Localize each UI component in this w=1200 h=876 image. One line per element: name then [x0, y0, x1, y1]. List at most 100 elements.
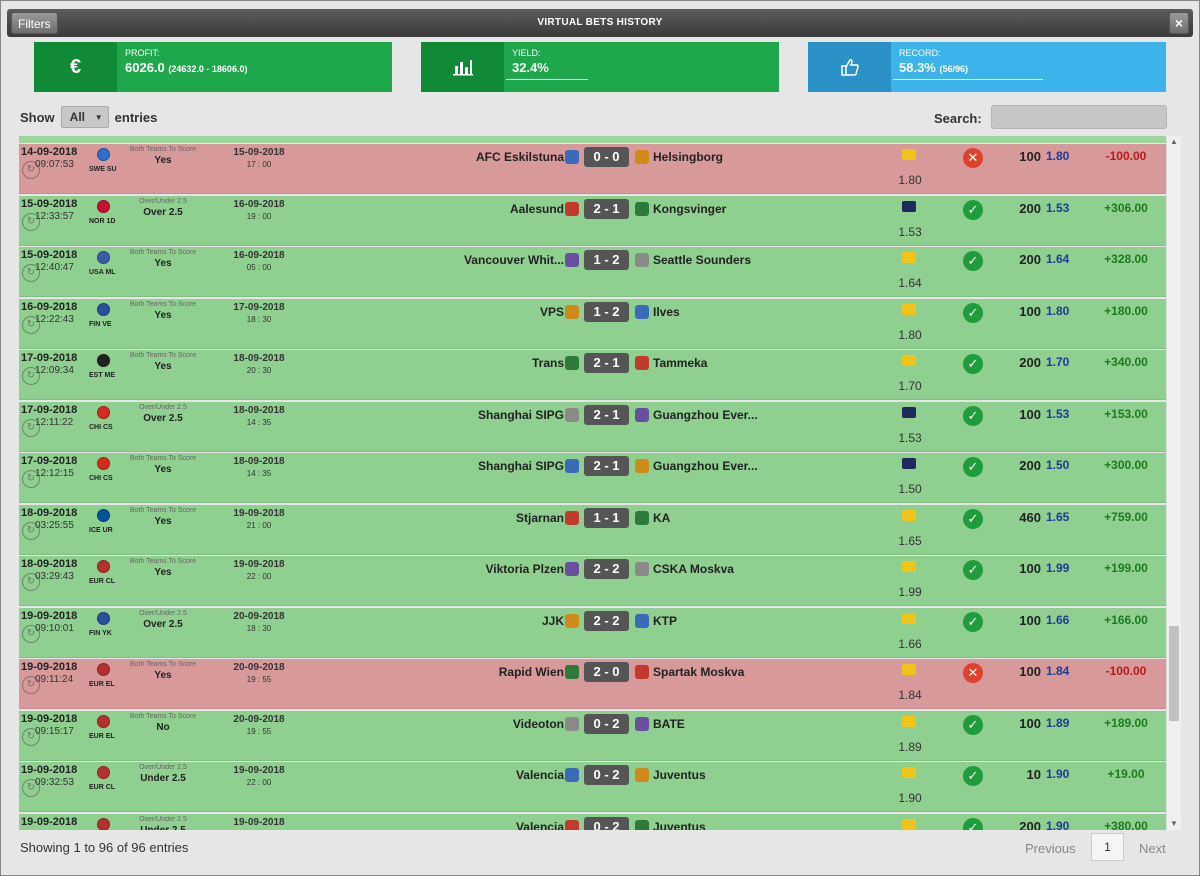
table-row[interactable]: 17-09-2018 ↻ 12:11:22 CHI CS Over/Under 2.5 O…	[19, 401, 1166, 452]
away-team[interactable]: Seattle Sounders	[653, 253, 752, 267]
refresh-icon[interactable]: ↻	[22, 779, 40, 797]
bookmaker-logo-icon[interactable]	[902, 406, 916, 418]
table-row[interactable]: 18-09-2018 ↻ 03:25:55 ICE UR Both Teams To S…	[19, 504, 1166, 555]
search-input[interactable]	[991, 105, 1167, 129]
table-row[interactable]: 15-09-2018 ↻ 12:33:57 NOR 1D Over/Under 2.5 O…	[19, 195, 1166, 246]
table-row[interactable]: 17-09-2018 ↻ 12:12:15 CHI CS Both Teams To S…	[19, 453, 1166, 503]
country-flag-icon	[97, 148, 110, 161]
away-team[interactable]: BATE	[653, 716, 685, 731]
refresh-icon[interactable]: ↻	[22, 264, 40, 282]
away-team[interactable]: Guangzhou Ever...	[653, 459, 758, 473]
away-team[interactable]: Spartak Moskva	[653, 665, 745, 679]
match-time: 20 : 30	[246, 366, 272, 375]
bookmaker-logo-icon[interactable]	[902, 509, 916, 521]
home-team[interactable]: Vancouver Whit...	[463, 253, 564, 267]
table-scrollbar[interactable]: ▲ ▼	[1166, 136, 1181, 830]
away-team[interactable]: KA	[653, 510, 671, 525]
bookmaker-logo-icon[interactable]	[902, 561, 916, 572]
table-row[interactable]: 19-09-2018 ↻ 09:11:24 EUR EL Both Teams To S…	[19, 659, 1166, 709]
profit-loss: +328.00	[1104, 252, 1148, 266]
refresh-icon[interactable]: ↻	[22, 212, 40, 231]
scrollbar-thumb[interactable]	[1169, 626, 1179, 721]
away-team[interactable]: Juventus	[653, 768, 706, 782]
table-row[interactable]: 14-09-2018 ↻ 09:07:53 SWE SU Both Teams To S…	[19, 144, 1166, 194]
refresh-icon[interactable]: ↻	[22, 573, 40, 591]
table-row[interactable]: 17-09-2018 ↻ 12:09:34 EST ME Both Teams To S…	[19, 350, 1166, 400]
table-row[interactable]: 19-09-2018 ↻ 09:10:01 FIN YK Over/Under 2.5 O…	[19, 607, 1166, 658]
home-team[interactable]: Rapid Wien	[498, 665, 564, 679]
home-team[interactable]: Trans	[531, 356, 564, 370]
bookmaker-logo-icon[interactable]	[902, 458, 916, 469]
refresh-icon[interactable]: ↻	[22, 521, 40, 540]
bookmaker-logo-icon[interactable]	[902, 303, 916, 315]
previous-button[interactable]: Previous	[1025, 841, 1076, 856]
match-score: 2 - 1	[584, 404, 629, 425]
profit-loss: -100.00	[1105, 664, 1147, 678]
home-crest-icon	[565, 716, 579, 731]
match-score: 2 - 0	[584, 662, 629, 682]
bookmaker-logo-icon[interactable]	[902, 715, 916, 727]
refresh-icon[interactable]: ↻	[22, 624, 40, 643]
match-time: 19 : 00	[246, 211, 272, 221]
refresh-icon[interactable]: ↻	[22, 161, 40, 179]
bookmaker-logo-icon[interactable]	[902, 252, 916, 263]
match-date: 18-09-2018	[233, 404, 285, 416]
profit-loss: +300.00	[1104, 458, 1148, 472]
away-team[interactable]: KTP	[653, 613, 677, 628]
bet-date: 15-09-2018	[21, 197, 78, 210]
home-team[interactable]: Shanghai SIPG	[477, 459, 564, 473]
home-team[interactable]: Viktoria Plzen	[485, 562, 564, 576]
bookmaker-logo-icon[interactable]	[902, 149, 916, 160]
bookmaker-logo-icon[interactable]	[902, 767, 916, 778]
home-team[interactable]: Valencia	[515, 768, 564, 782]
home-team[interactable]: Videoton	[512, 716, 564, 731]
table-row[interactable]: 19-09-2018 ↻ 09:15:17 EUR EL Both Teams To S…	[19, 710, 1166, 761]
away-team[interactable]: CSKA Moskva	[653, 562, 734, 576]
entries-select[interactable]: All ▼	[60, 106, 109, 128]
bookmaker-logo-icon[interactable]	[902, 612, 916, 624]
match-time: 14 : 35	[246, 469, 272, 478]
odds: 1.84	[1046, 664, 1070, 678]
away-team[interactable]: Ilves	[653, 304, 680, 319]
home-team[interactable]: Stjarnan	[515, 510, 564, 525]
home-team[interactable]: Valencia	[515, 819, 564, 831]
bookmaker-logo-icon[interactable]	[902, 355, 916, 366]
away-team[interactable]: Tammeka	[653, 356, 708, 370]
home-team[interactable]: Shanghai SIPG	[477, 407, 564, 422]
refresh-icon[interactable]: ↻	[22, 470, 40, 488]
away-crest-icon	[635, 613, 649, 628]
away-team[interactable]: Kongsvinger	[653, 201, 727, 216]
table-row[interactable]: 19-09-2018 ↻ 09:32:53 EUR CL Over/Under 2.5 U…	[19, 762, 1166, 812]
page-button[interactable]: 1	[1091, 833, 1124, 861]
close-button[interactable]: ×	[1169, 12, 1189, 34]
refresh-icon[interactable]: ↻	[22, 727, 40, 746]
home-team[interactable]: JJK	[541, 613, 564, 628]
home-team[interactable]: AFC Eskilstuna	[475, 150, 564, 164]
bookmaker-logo-icon[interactable]	[902, 200, 916, 212]
refresh-icon[interactable]: ↻	[22, 367, 40, 385]
table-row[interactable]: 16-09-2018 ↻ 12:22:43 FIN VE Both Teams To S…	[19, 298, 1166, 349]
match-time: 22 : 00	[219, 830, 299, 831]
refresh-icon[interactable]: ↻	[22, 315, 40, 334]
next-button[interactable]: Next	[1139, 841, 1166, 856]
profit-detail: (24632.0 - 18606.0)	[168, 64, 248, 74]
bookmaker-logo-icon[interactable]	[902, 664, 916, 675]
scroll-up-icon[interactable]: ▲	[1170, 137, 1178, 146]
bookmaker-logo-icon[interactable]	[902, 818, 916, 830]
refresh-icon[interactable]: ↻	[22, 676, 40, 694]
home-team[interactable]: VPS	[539, 304, 564, 319]
scroll-down-icon[interactable]: ▼	[1170, 819, 1178, 828]
country-flag-icon	[97, 354, 110, 367]
refresh-icon[interactable]: ↻	[22, 418, 40, 437]
table-row[interactable]: 18-09-2018 ↻ 03:29:43 EUR CL Both Teams To S…	[19, 556, 1166, 606]
table-row[interactable]: 15-09-2018 ↻ 12:40:47 USA ML Both Teams To S…	[19, 247, 1166, 297]
away-team[interactable]: Juventus	[653, 819, 706, 831]
away-team[interactable]: Guangzhou Ever...	[653, 407, 758, 422]
filters-button[interactable]: Filters	[11, 12, 58, 34]
league-code: EUR EL	[89, 681, 115, 688]
away-team[interactable]: Helsingborg	[653, 150, 724, 164]
home-team[interactable]: Aalesund	[509, 201, 564, 216]
profit-loss: +340.00	[1104, 355, 1148, 369]
